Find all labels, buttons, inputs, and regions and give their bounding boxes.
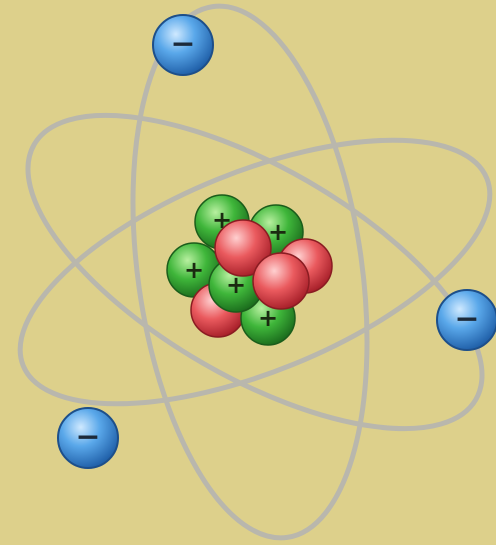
electron-sign: − <box>454 302 479 337</box>
page: + + + + + − − − (() => { const data = JS… <box>0 0 496 545</box>
electron-sign: − <box>170 27 195 62</box>
atom-illustration: + + + + + − − − <box>0 0 496 545</box>
electron-sign: − <box>75 420 100 455</box>
neutron <box>253 253 309 309</box>
proton-sign: + <box>184 256 204 284</box>
